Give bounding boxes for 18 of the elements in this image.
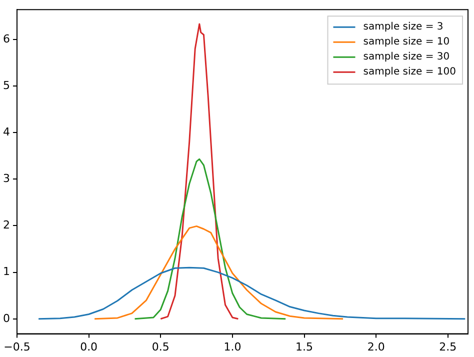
- y-tick-label: 0: [3, 312, 10, 325]
- y-tick-label: 5: [3, 78, 10, 92]
- x-tick-label: 0.0: [80, 340, 98, 354]
- legend-label: sample size = 3: [363, 22, 444, 33]
- x-tick-label: 2.5: [439, 340, 457, 354]
- y-tick-label: 2: [3, 218, 10, 232]
- legend-label: sample size = 100: [363, 66, 456, 78]
- legend-label: sample size = 10: [363, 36, 450, 48]
- x-tick-label: −0.5: [4, 340, 30, 354]
- x-tick-label: 2.0: [367, 340, 385, 354]
- y-tick-label: 1: [3, 265, 10, 278]
- x-tick-label: 0.5: [152, 340, 170, 354]
- y-tick-label: 3: [3, 172, 10, 186]
- x-tick-label: 1.5: [296, 340, 314, 354]
- y-tick-label: 4: [3, 125, 10, 138]
- legend-label: sample size = 30: [363, 52, 450, 63]
- y-tick-label: 6: [3, 32, 10, 46]
- x-tick-label: 1.0: [224, 340, 242, 354]
